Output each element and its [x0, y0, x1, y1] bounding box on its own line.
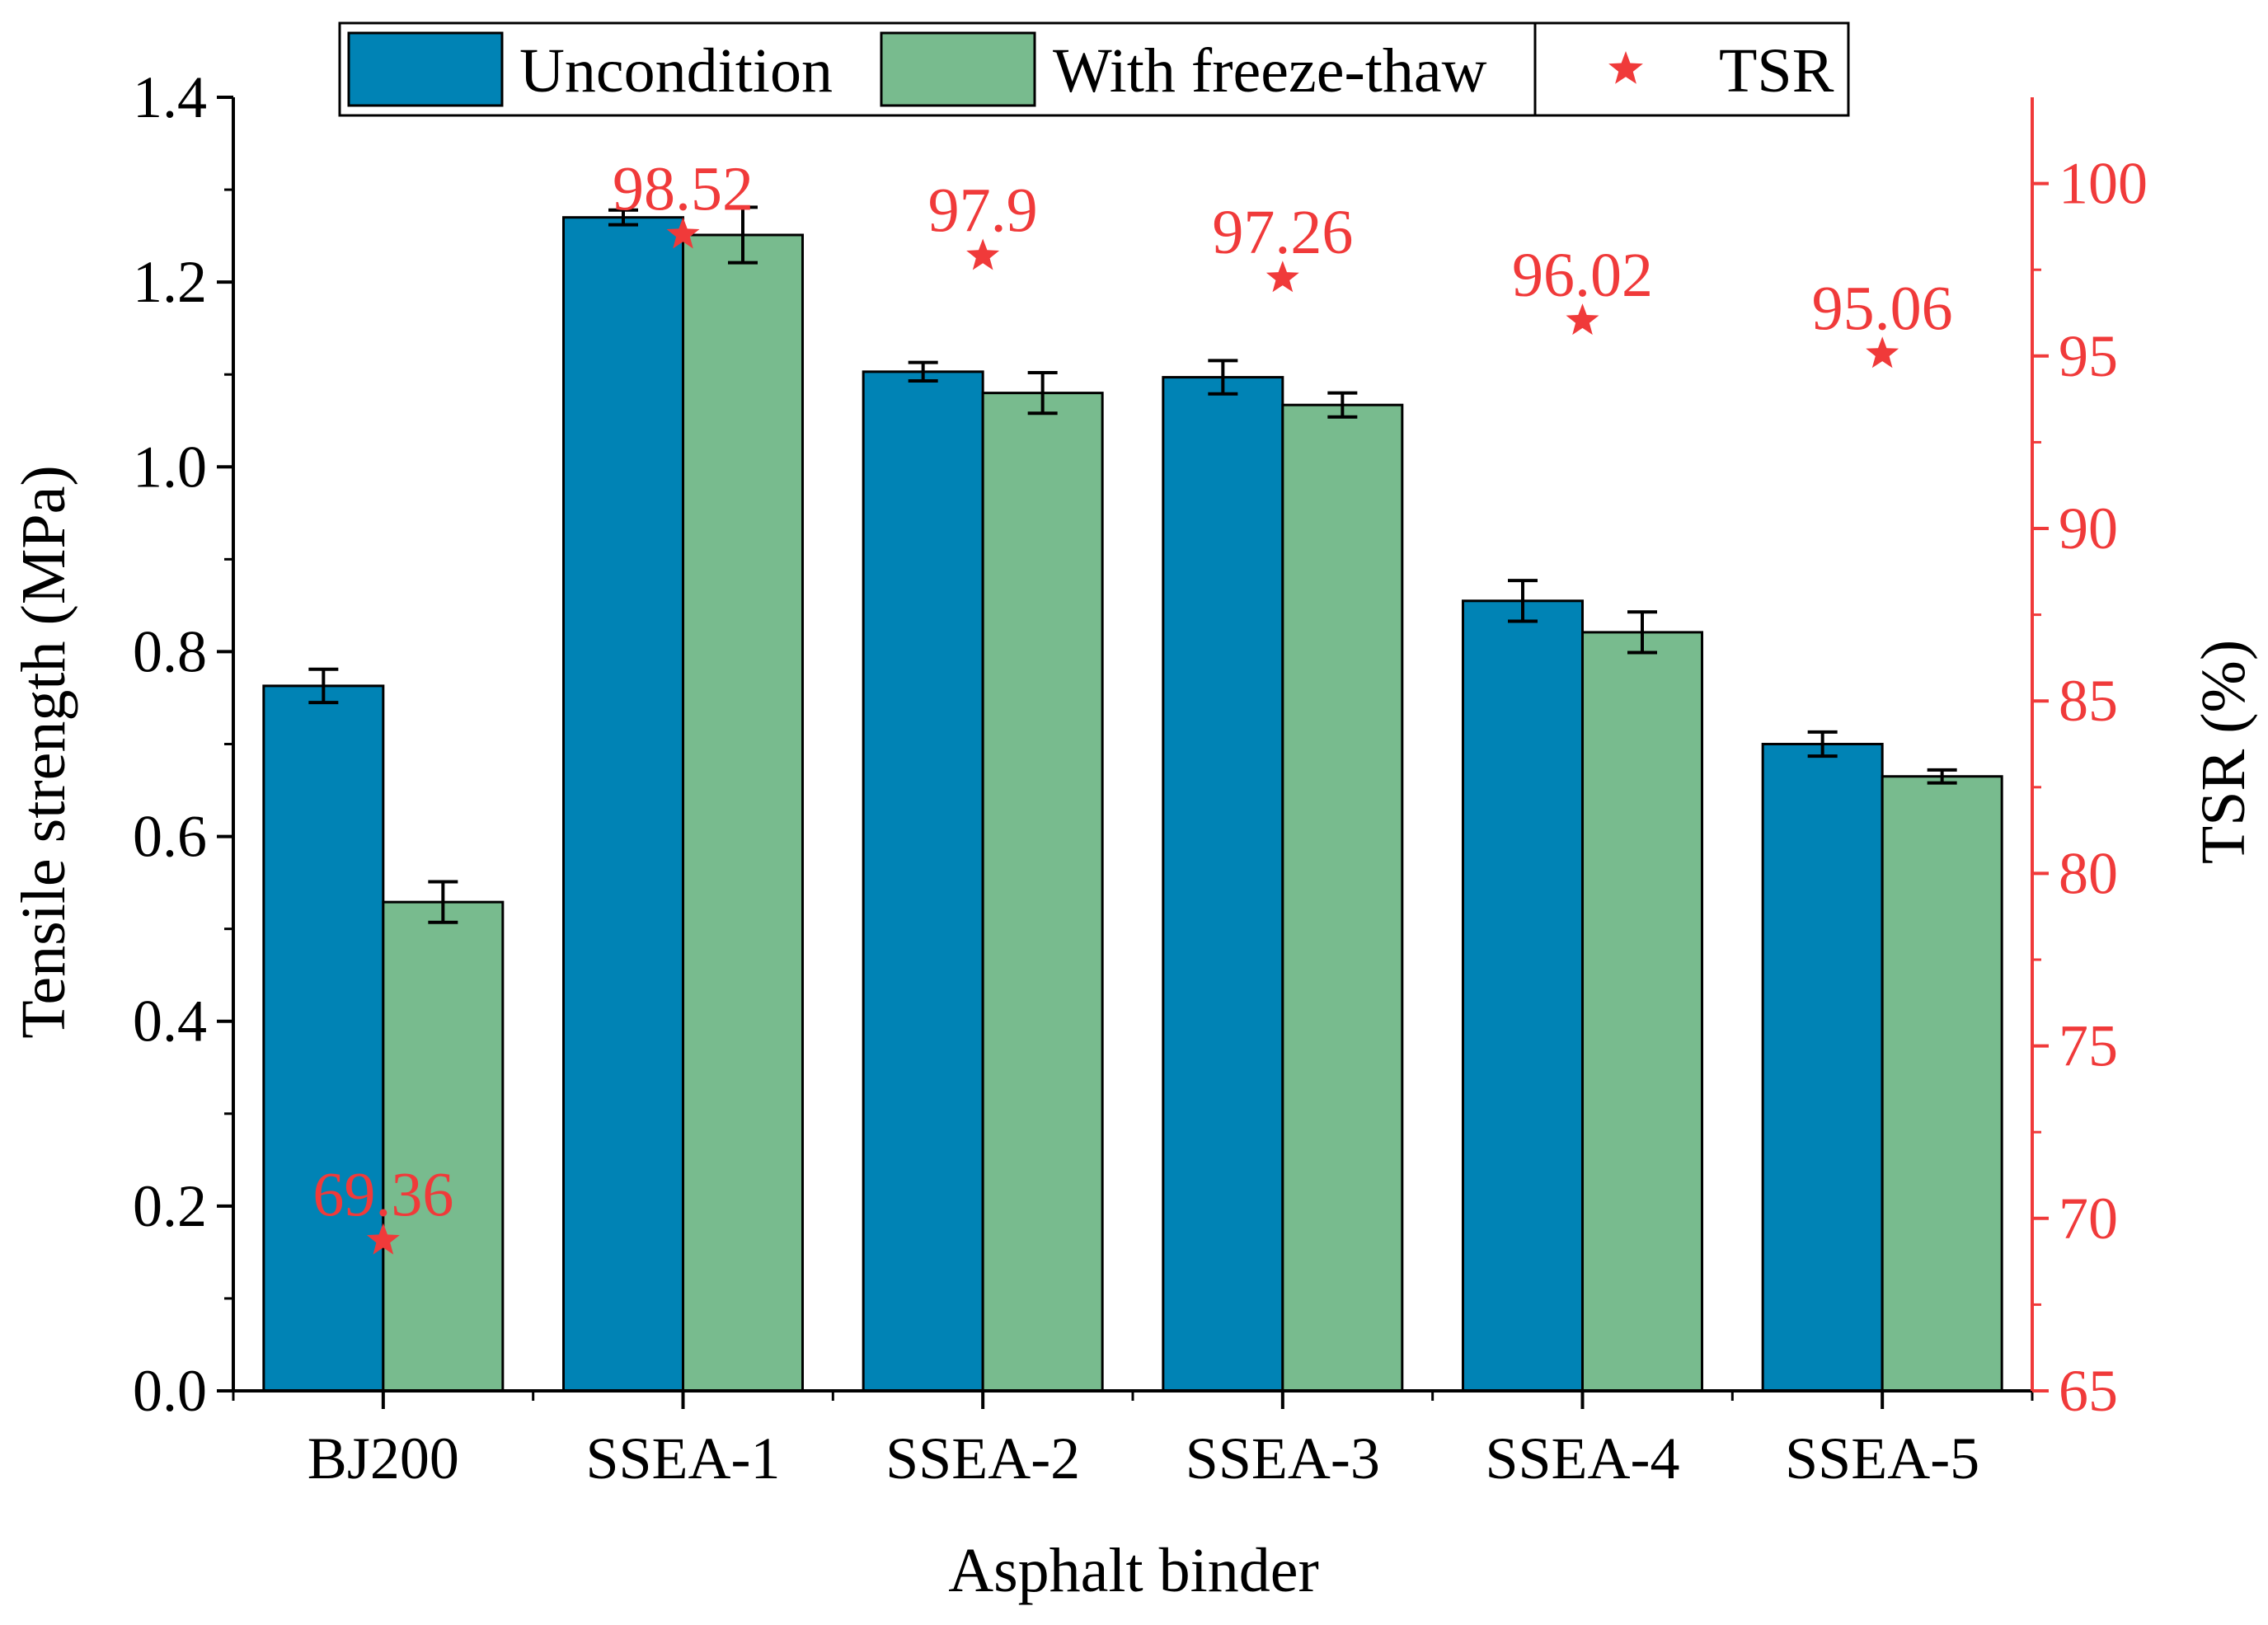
bar-freeze-thaw	[981, 392, 1104, 1393]
tsr-point-star-icon	[1866, 336, 1899, 369]
tsr-data-label: 97.9	[928, 176, 1038, 245]
y-tick-label: 0.8	[133, 618, 207, 684]
tsr-data-label: 98.52	[613, 155, 754, 224]
y2-axis-title: TSR (%)	[2189, 640, 2258, 864]
y2-tick-label: 65	[2059, 1358, 2118, 1424]
x-tick-label: BJ200	[308, 1425, 459, 1491]
tsr-data-label: 96.02	[1512, 241, 1653, 310]
x-tick-label: SSEA-2	[885, 1425, 1080, 1491]
y-tick-label: 1.0	[133, 434, 207, 500]
legend-swatch-freeze-thaw	[880, 31, 1036, 107]
y-axis-title: Tensile strength (MPa)	[9, 465, 78, 1038]
y-tick-label: 0.4	[133, 989, 207, 1054]
y2-tick-label: 80	[2059, 840, 2118, 906]
bar-freeze-thaw	[1281, 403, 1404, 1393]
y-tick-label: 0.0	[133, 1358, 207, 1424]
tsr-point-star-icon	[1566, 303, 1599, 336]
tsr-data-label: 95.06	[1812, 274, 1953, 343]
bar-uncondition	[1761, 743, 1884, 1393]
x-tick-label: SSEA-4	[1485, 1425, 1679, 1491]
bar-uncondition	[1462, 599, 1584, 1393]
y-tick-label: 0.2	[133, 1173, 207, 1239]
bar-uncondition	[1162, 376, 1284, 1393]
x-tick-label: SSEA-3	[1186, 1425, 1380, 1491]
legend-label-tsr: TSR	[1719, 36, 1834, 106]
y-tick-label: 1.4	[133, 64, 207, 130]
y2-tick-label: 70	[2059, 1186, 2118, 1252]
bar-freeze-thaw	[1581, 631, 1703, 1393]
tsr-point-star-icon	[666, 217, 700, 249]
legend-star-icon	[1608, 51, 1643, 84]
legend-label-freeze-thaw: With freeze-thaw	[1053, 36, 1487, 106]
y2-tick-label: 90	[2059, 495, 2118, 561]
tsr-point-star-icon	[966, 238, 1000, 270]
bar-uncondition	[562, 216, 684, 1393]
legend-box-tsr	[1533, 21, 1850, 117]
tsr-data-label: 69.36	[312, 1161, 453, 1230]
x-tick-label: SSEA-1	[585, 1425, 780, 1491]
tsr-point-star-icon	[366, 1223, 400, 1255]
x-tick-label: SSEA-5	[1785, 1425, 1979, 1491]
y-tick-label: 0.6	[133, 804, 207, 870]
y2-tick-label: 100	[2059, 151, 2148, 217]
bar-uncondition	[862, 370, 984, 1393]
bar-freeze-thaw	[682, 233, 804, 1393]
x-axis-title: Asphalt binder	[948, 1536, 1319, 1605]
y2-tick-label: 95	[2059, 323, 2118, 389]
legend-label-uncondition: Uncondition	[519, 36, 833, 106]
tsr-point-star-icon	[1265, 261, 1299, 293]
bar-uncondition	[262, 684, 385, 1393]
bars-layer	[262, 216, 2003, 1393]
y-tick-label: 1.2	[133, 249, 207, 315]
axes-layer: 0.0 0.2 0.4 0.6 0.8 1.0 1.2 1.4 BJ200 SSEA-1 SSEA-…	[133, 64, 2148, 1491]
error-bars-layer	[308, 205, 1957, 924]
legend: Uncondition With freeze-thaw TSR	[338, 21, 1850, 117]
tsr-data-label: 97.26	[1212, 198, 1353, 267]
y2-tick-label: 75	[2059, 1013, 2118, 1079]
bar-freeze-thaw	[382, 900, 505, 1393]
y2-tick-label: 85	[2059, 668, 2118, 734]
bar-freeze-thaw	[1881, 775, 2003, 1393]
tsr-layer: 69.36 98.52 97.9 97.26 96.02 95.06	[312, 155, 1953, 1255]
legend-swatch-uncondition	[347, 31, 504, 107]
